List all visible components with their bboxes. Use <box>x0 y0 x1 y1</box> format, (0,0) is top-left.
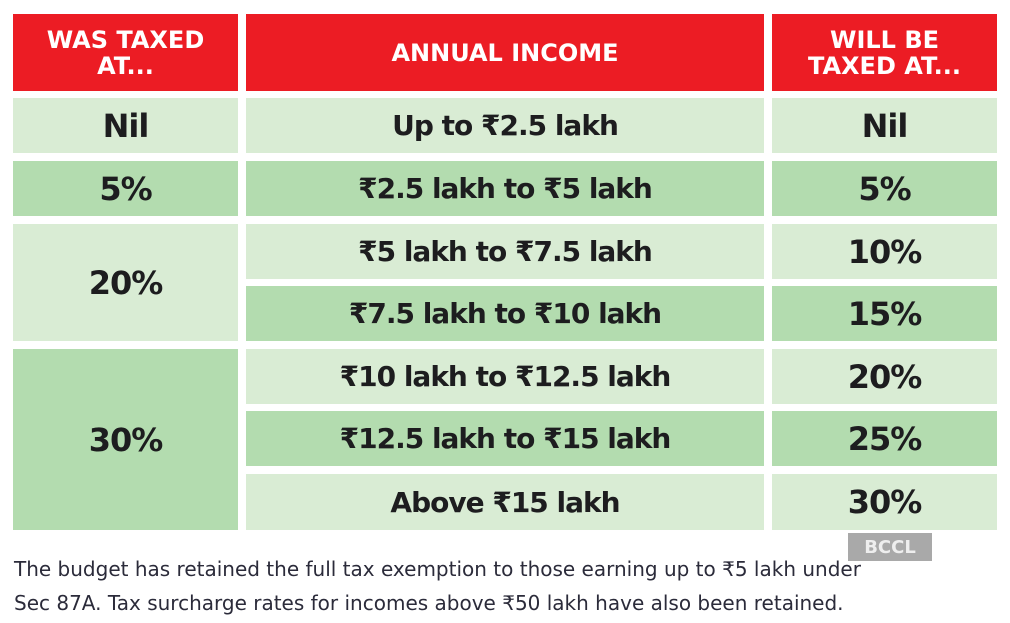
income-cell: ₹5 lakh to ₹7.5 lakh <box>246 224 764 279</box>
was-rate-cell: 30% <box>13 349 238 530</box>
new-rate-cell: 20% <box>772 349 997 404</box>
new-rate-cell: 25% <box>772 411 997 466</box>
new-rate-cell: 5% <box>772 161 997 216</box>
watermark-badge: BCCL <box>848 533 932 561</box>
income-cell: ₹10 lakh to ₹12.5 lakh <box>246 349 764 404</box>
new-rate-cell: 15% <box>772 286 997 341</box>
caption-line-2: Sec 87A. Tax surcharge rates for incomes… <box>14 591 844 615</box>
new-rate-cell: 10% <box>772 224 997 279</box>
new-rate-cell: 30% <box>772 474 997 530</box>
was-rate-cell: 20% <box>13 224 238 341</box>
header-annual-income: ANNUAL INCOME <box>246 14 764 91</box>
income-cell: ₹12.5 lakh to ₹15 lakh <box>246 411 764 466</box>
income-cell: ₹7.5 lakh to ₹10 lakh <box>246 286 764 341</box>
new-rate-cell: Nil <box>772 98 997 153</box>
header-will-be-taxed: WILL BE TAXED AT... <box>772 14 997 91</box>
income-cell: Up to ₹2.5 lakh <box>246 98 764 153</box>
caption-line-1: The budget has retained the full tax exe… <box>14 557 861 581</box>
income-cell: ₹2.5 lakh to ₹5 lakh <box>246 161 764 216</box>
header-was-taxed: WAS TAXED AT... <box>13 14 238 91</box>
was-rate-cell: Nil <box>13 98 238 153</box>
income-cell: Above ₹15 lakh <box>246 474 764 530</box>
was-rate-cell: 5% <box>13 161 238 216</box>
